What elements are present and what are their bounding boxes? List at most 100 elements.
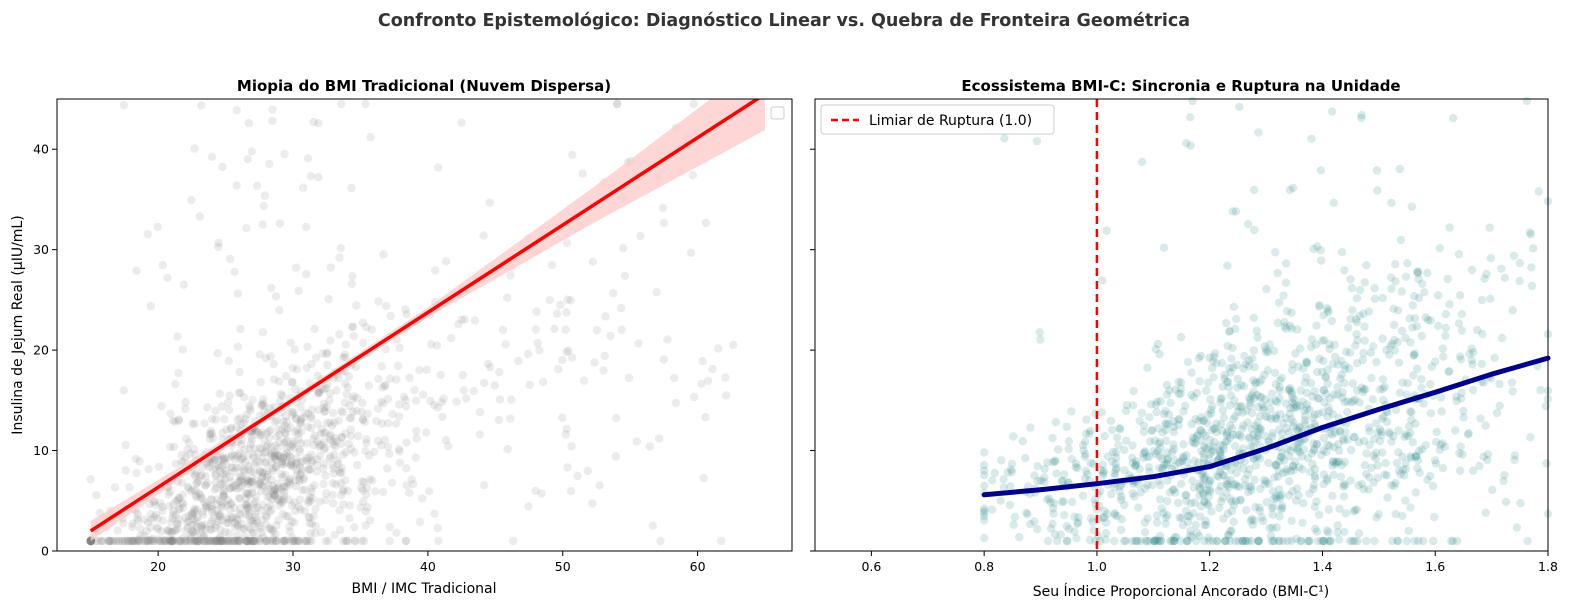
scatter-point [97,536,106,546]
scatter-point [1336,356,1346,366]
scatter-point [1393,536,1402,546]
scatter-point [1293,439,1302,448]
scatter-point [312,437,322,446]
scatter-point [128,522,137,531]
scatter-point [1364,485,1373,494]
scatter-point [1222,431,1232,440]
scatter-point [434,163,443,172]
scatter-point [1408,438,1418,447]
scatter-point [206,430,215,439]
scatter-point [1226,368,1235,377]
scatter-point [1143,452,1152,461]
scatter-point [1387,198,1396,208]
scatter-point [1201,444,1210,453]
scatter-point [1110,509,1119,518]
scatter-point [1182,451,1191,460]
scatter-point [272,416,281,425]
scatter-point [167,536,176,546]
scatter-point [1107,489,1116,499]
scatter-point [1266,414,1276,424]
scatter-point [252,458,261,467]
scatter-point [1341,481,1350,490]
scatter-point [1333,458,1342,467]
scatter-point [1289,465,1299,475]
scatter-point [1346,445,1356,455]
scatter-point [1058,476,1067,486]
scatter-point [203,479,212,488]
scatter-point [244,118,253,128]
scatter-point [235,536,245,546]
scatter-point [1413,456,1423,465]
scatter-point [1213,536,1222,546]
scatter-point [358,415,368,424]
scatter-point [1352,359,1362,368]
scatter-point [268,464,278,473]
scatter-point [253,181,262,190]
scatter-point [495,395,505,404]
scatter-point [365,475,374,484]
scatter-point [1303,400,1312,409]
scatter-point [380,380,390,389]
scatter-point [1404,526,1414,536]
scatter-point [1380,470,1390,479]
scatter-point [331,480,341,489]
scatter-point [1309,481,1319,490]
scatter-point [1413,268,1423,278]
scatter-point [383,464,392,473]
scatter-point [1359,385,1369,394]
scatter-point [1346,314,1355,324]
scatter-point [1181,506,1191,515]
scatter-point [278,498,287,507]
scatter-point [201,501,210,511]
scatter-point [248,395,257,404]
scatter-point [263,440,272,449]
scatter-point [1317,536,1326,546]
scatter-point [142,526,151,536]
scatter-point [1023,510,1032,519]
scatter-point [1527,263,1536,272]
scatter-point [1351,395,1360,404]
scatter-point [1500,273,1510,282]
scatter-point [485,198,494,207]
scatter-point [350,448,359,457]
scatter-point [173,496,183,505]
scatter-point [1396,235,1406,245]
scatter-point [300,473,309,483]
scatter-point [1252,452,1262,462]
scatter-point [1398,465,1408,474]
scatter-point [270,448,279,457]
scatter-point [184,484,193,493]
scatter-point [538,377,548,387]
scatter-point [278,453,288,463]
scatter-point [250,536,259,546]
scatter-point [1375,385,1385,394]
scatter-point [1340,527,1349,536]
scatter-point [1370,284,1379,293]
scatter-point [297,465,307,474]
scatter-point [729,340,738,350]
scatter-point [381,301,391,311]
scatter-point [321,496,330,505]
scatter-point [1003,468,1013,477]
scatter-point [235,536,245,546]
scatter-point [257,428,266,437]
scatter-point [1526,230,1536,239]
scatter-point [1181,401,1190,410]
scatter-point [1515,258,1525,268]
scatter-point [1257,393,1266,402]
scatter-point [1040,473,1049,482]
scatter-point [1176,536,1185,546]
scatter-point [336,479,346,488]
scatter-point [317,528,326,537]
scatter-point [1154,476,1163,485]
scatter-point [1325,429,1335,438]
scatter-point [164,526,173,536]
scatter-point [282,424,292,433]
scatter-point [292,365,302,374]
scatter-point [1220,374,1229,383]
scatter-point [1394,426,1403,435]
scatter-point [288,363,297,373]
scatter-point [1207,425,1216,435]
scatter-point [1141,536,1151,546]
scatter-point [285,476,294,485]
